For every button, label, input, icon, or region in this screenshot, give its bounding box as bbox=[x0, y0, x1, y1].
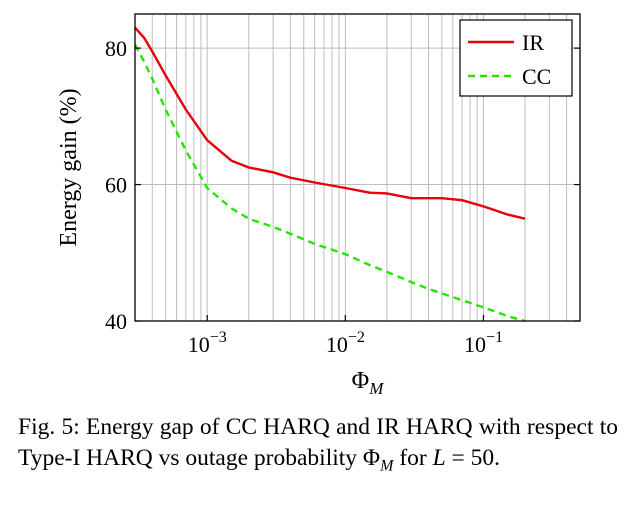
y-tick-label: 40 bbox=[105, 309, 127, 334]
y-tick-label: 80 bbox=[105, 36, 127, 61]
caption-mid: for bbox=[393, 445, 433, 471]
legend-box bbox=[459, 19, 573, 97]
series-lines bbox=[133, 26, 526, 323]
x-axis-label: ΦM bbox=[352, 368, 385, 398]
y-axis-label: Energy gain (%) bbox=[56, 88, 82, 246]
y-tick-label: 60 bbox=[105, 173, 127, 198]
series-line-ir bbox=[134, 26, 526, 220]
legend-label-ir: IR bbox=[522, 30, 544, 55]
axis-ticks: 40 60 80 10−3 10−2 10−1 bbox=[105, 36, 580, 357]
legend-label-cc: CC bbox=[522, 64, 551, 89]
caption-L: L bbox=[432, 445, 446, 471]
x-tick-label: 10−1 bbox=[464, 329, 503, 357]
caption-phi-sub: M bbox=[380, 457, 394, 475]
series-line-cc bbox=[133, 44, 526, 323]
energy-gain-chart: 40 60 80 10−3 10−2 10−1 IR CC ΦM Energy gain (… bbox=[56, 13, 581, 398]
caption-text: Fig. 5: Energy gap of CC HARQ and IR HAR… bbox=[18, 414, 618, 471]
caption-suffix: = 50. bbox=[445, 445, 501, 471]
legend: IR CC bbox=[459, 19, 573, 97]
caption-phi: Φ bbox=[362, 445, 381, 471]
x-tick-label: 10−3 bbox=[188, 329, 227, 357]
x-tick-label: 10−2 bbox=[326, 329, 365, 357]
figure-caption: Fig. 5: Energy gap of CC HARQ and IR HAR… bbox=[18, 412, 618, 482]
plot-frame bbox=[134, 13, 581, 322]
